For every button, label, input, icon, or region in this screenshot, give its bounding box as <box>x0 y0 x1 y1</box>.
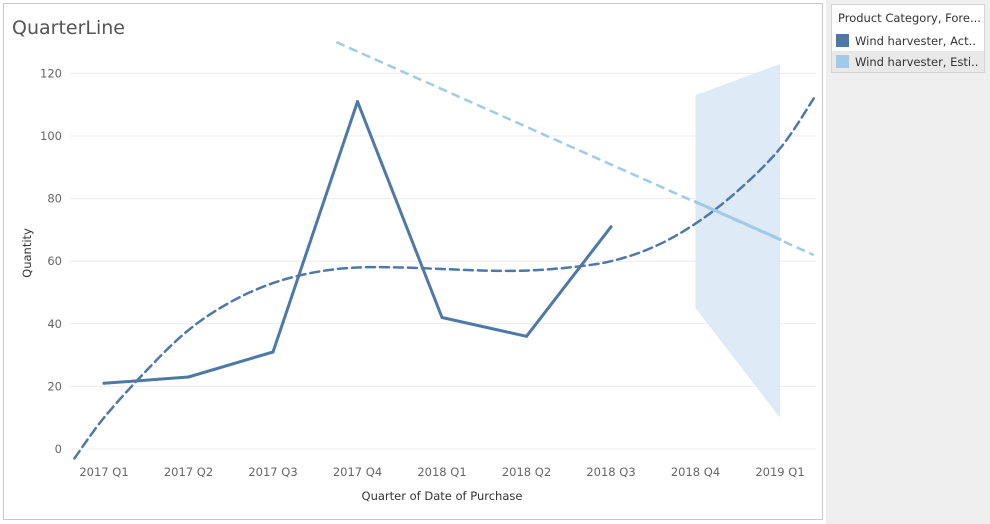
legend-label-actual: Wind harvester, Act.. <box>855 33 976 48</box>
forecast-band[interactable] <box>695 64 781 418</box>
side-panel <box>826 0 990 524</box>
x-tick-label: 2018 Q3 <box>586 465 635 479</box>
series-lines <box>73 40 816 460</box>
actual-trend-line[interactable] <box>73 97 816 460</box>
x-tick-label: 2018 Q2 <box>502 465 551 479</box>
legend: Product Category, Fore... Wind harvester… <box>831 4 985 73</box>
x-tick-label: 2017 Q4 <box>333 465 382 479</box>
x-tick-label: 2017 Q1 <box>79 465 128 479</box>
legend-item-actual[interactable]: Wind harvester, Act.. <box>832 30 984 51</box>
grid-lines <box>70 72 816 450</box>
legend-title[interactable]: Product Category, Fore... <box>838 11 981 25</box>
y-axis-label: Quantity <box>20 228 34 278</box>
x-tick-label: 2017 Q3 <box>248 465 297 479</box>
y-tick-labels: 0 20 40 60 80 100 120 <box>40 66 62 456</box>
y-tick-label: 40 <box>47 317 62 331</box>
legend-label-estimate: Wind harvester, Esti.. <box>855 54 979 69</box>
x-tick-label: 2018 Q4 <box>671 465 720 479</box>
x-tick-label: 2019 Q1 <box>755 465 804 479</box>
y-tick-label: 80 <box>47 192 62 206</box>
data-point-1-8[interactable] <box>778 237 782 241</box>
x-tick-label: 2018 Q1 <box>417 465 466 479</box>
y-tick-label: 100 <box>40 129 62 143</box>
x-axis-label: Quarter of Date of Purchase <box>362 489 523 503</box>
series-line-0[interactable] <box>102 100 613 385</box>
data-point-0-5[interactable] <box>525 334 528 338</box>
data-point-0-3[interactable] <box>356 100 359 104</box>
data-point-0-6[interactable] <box>609 225 613 229</box>
chart-title: QuarterLine <box>12 17 125 39</box>
data-point-0-0[interactable] <box>102 381 106 385</box>
data-point-0-2[interactable] <box>271 350 275 354</box>
data-point-1-7[interactable] <box>694 200 697 204</box>
series-line-1[interactable] <box>694 200 782 241</box>
y-tick-label: 120 <box>40 66 62 80</box>
legend-item-estimate[interactable]: Wind harvester, Esti.. <box>832 51 984 72</box>
x-tick-labels: 2017 Q1 2017 Q2 2017 Q3 2017 Q4 2018 Q1 2018 … <box>79 465 804 479</box>
y-tick-label: 20 <box>47 379 62 393</box>
y-tick-label: 0 <box>55 442 62 456</box>
y-tick-label: 60 <box>47 254 62 268</box>
data-point-0-4[interactable] <box>440 316 444 320</box>
data-point-0-1[interactable] <box>187 375 190 379</box>
x-tick-label: 2017 Q2 <box>164 465 213 479</box>
legend-swatch-estimate <box>836 55 849 68</box>
legend-swatch-actual <box>836 34 849 47</box>
